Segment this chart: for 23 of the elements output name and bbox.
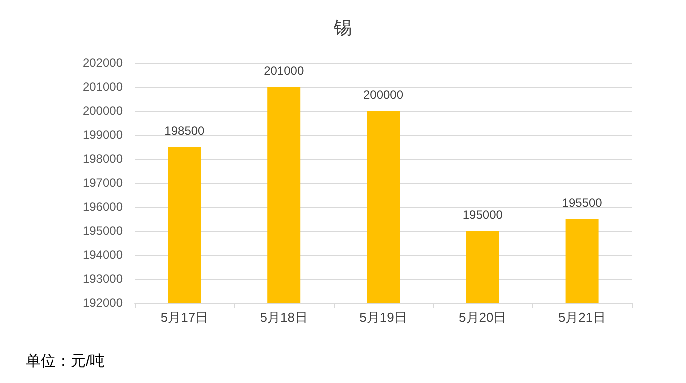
y-tick-label: 200000 — [82, 104, 124, 118]
x-tick-label: 5月19日 — [360, 310, 408, 325]
y-tick-label: 192000 — [82, 296, 124, 310]
x-tick-label: 5月17日 — [160, 310, 209, 325]
y-tick-label: 196000 — [82, 200, 124, 214]
text: 单位：元/吨 — [26, 353, 106, 370]
y-tick-label: 194000 — [82, 248, 124, 262]
data-label: 201000 — [264, 64, 304, 78]
y-tick-label: 199000 — [82, 128, 124, 142]
y-tick-label: 195000 — [82, 224, 124, 238]
y-tick-label: 201000 — [82, 80, 124, 94]
y-tick-label: 198000 — [82, 152, 124, 166]
y-tick-label: 193000 — [82, 272, 124, 286]
data-label: 195500 — [562, 196, 603, 210]
y-tick-label: 202000 — [82, 56, 124, 70]
data-label: 198500 — [164, 124, 206, 138]
x-tick-label: 5月20日 — [459, 310, 507, 325]
chart-title: 锡 — [333, 18, 352, 38]
data-label: 200000 — [363, 88, 404, 102]
x-tick-label: 5月21日 — [558, 310, 606, 325]
data-label: 195000 — [462, 208, 504, 222]
y-tick-label: 197000 — [82, 176, 124, 190]
x-tick-label: 5月18日 — [260, 310, 308, 325]
